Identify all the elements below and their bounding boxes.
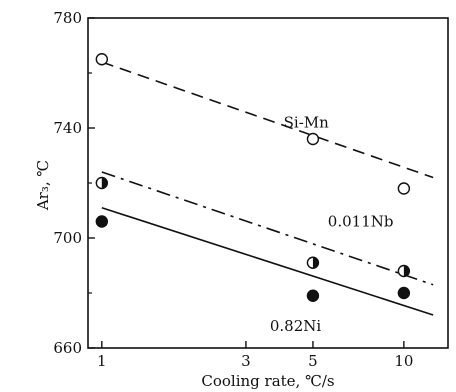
data-points [95, 53, 411, 302]
x-tick-label: 1 [97, 352, 107, 370]
x-tick-label: 3 [241, 352, 251, 370]
x-axis-title: Cooling rate, ℃/s [201, 372, 334, 390]
data-point-half-filled-circle [397, 264, 411, 278]
plot-area-frame [87, 17, 449, 349]
fit-line-0-82ni [101, 206, 434, 316]
x-tick-label: 10 [394, 352, 413, 370]
data-point-half-filled-circle [306, 256, 320, 269]
series-label-si-mn: Si-Mn [284, 114, 330, 132]
series-label-0-011nb: 0.011Nb [328, 213, 394, 231]
data-point-open-circle [306, 132, 320, 146]
y-tick-label: 740 [53, 119, 82, 137]
fit-line-si-mn [101, 61, 434, 179]
y-axis-title: Ar₃, ℃ [34, 160, 52, 211]
data-point-open-circle [95, 53, 109, 66]
fit-lines [101, 61, 434, 316]
data-point-filled-circle [397, 286, 411, 300]
fit-line-0-011nb [101, 171, 434, 286]
axis-ticks: 1 3 5 10 660 700 740 780 [53, 9, 413, 370]
data-point-half-filled-circle [95, 176, 109, 190]
series-labels: Si-Mn 0.011Nb 0.82Ni [270, 114, 394, 336]
data-point-filled-circle [306, 289, 320, 302]
series-label-0-82ni: 0.82Ni [270, 317, 322, 335]
x-tick-label: 5 [308, 352, 318, 370]
y-tick-label: 700 [53, 229, 82, 247]
data-point-open-circle [397, 182, 411, 195]
data-point-filled-circle [95, 215, 109, 228]
y-tick-label: 780 [53, 9, 82, 27]
y-tick-label: 660 [53, 339, 82, 357]
